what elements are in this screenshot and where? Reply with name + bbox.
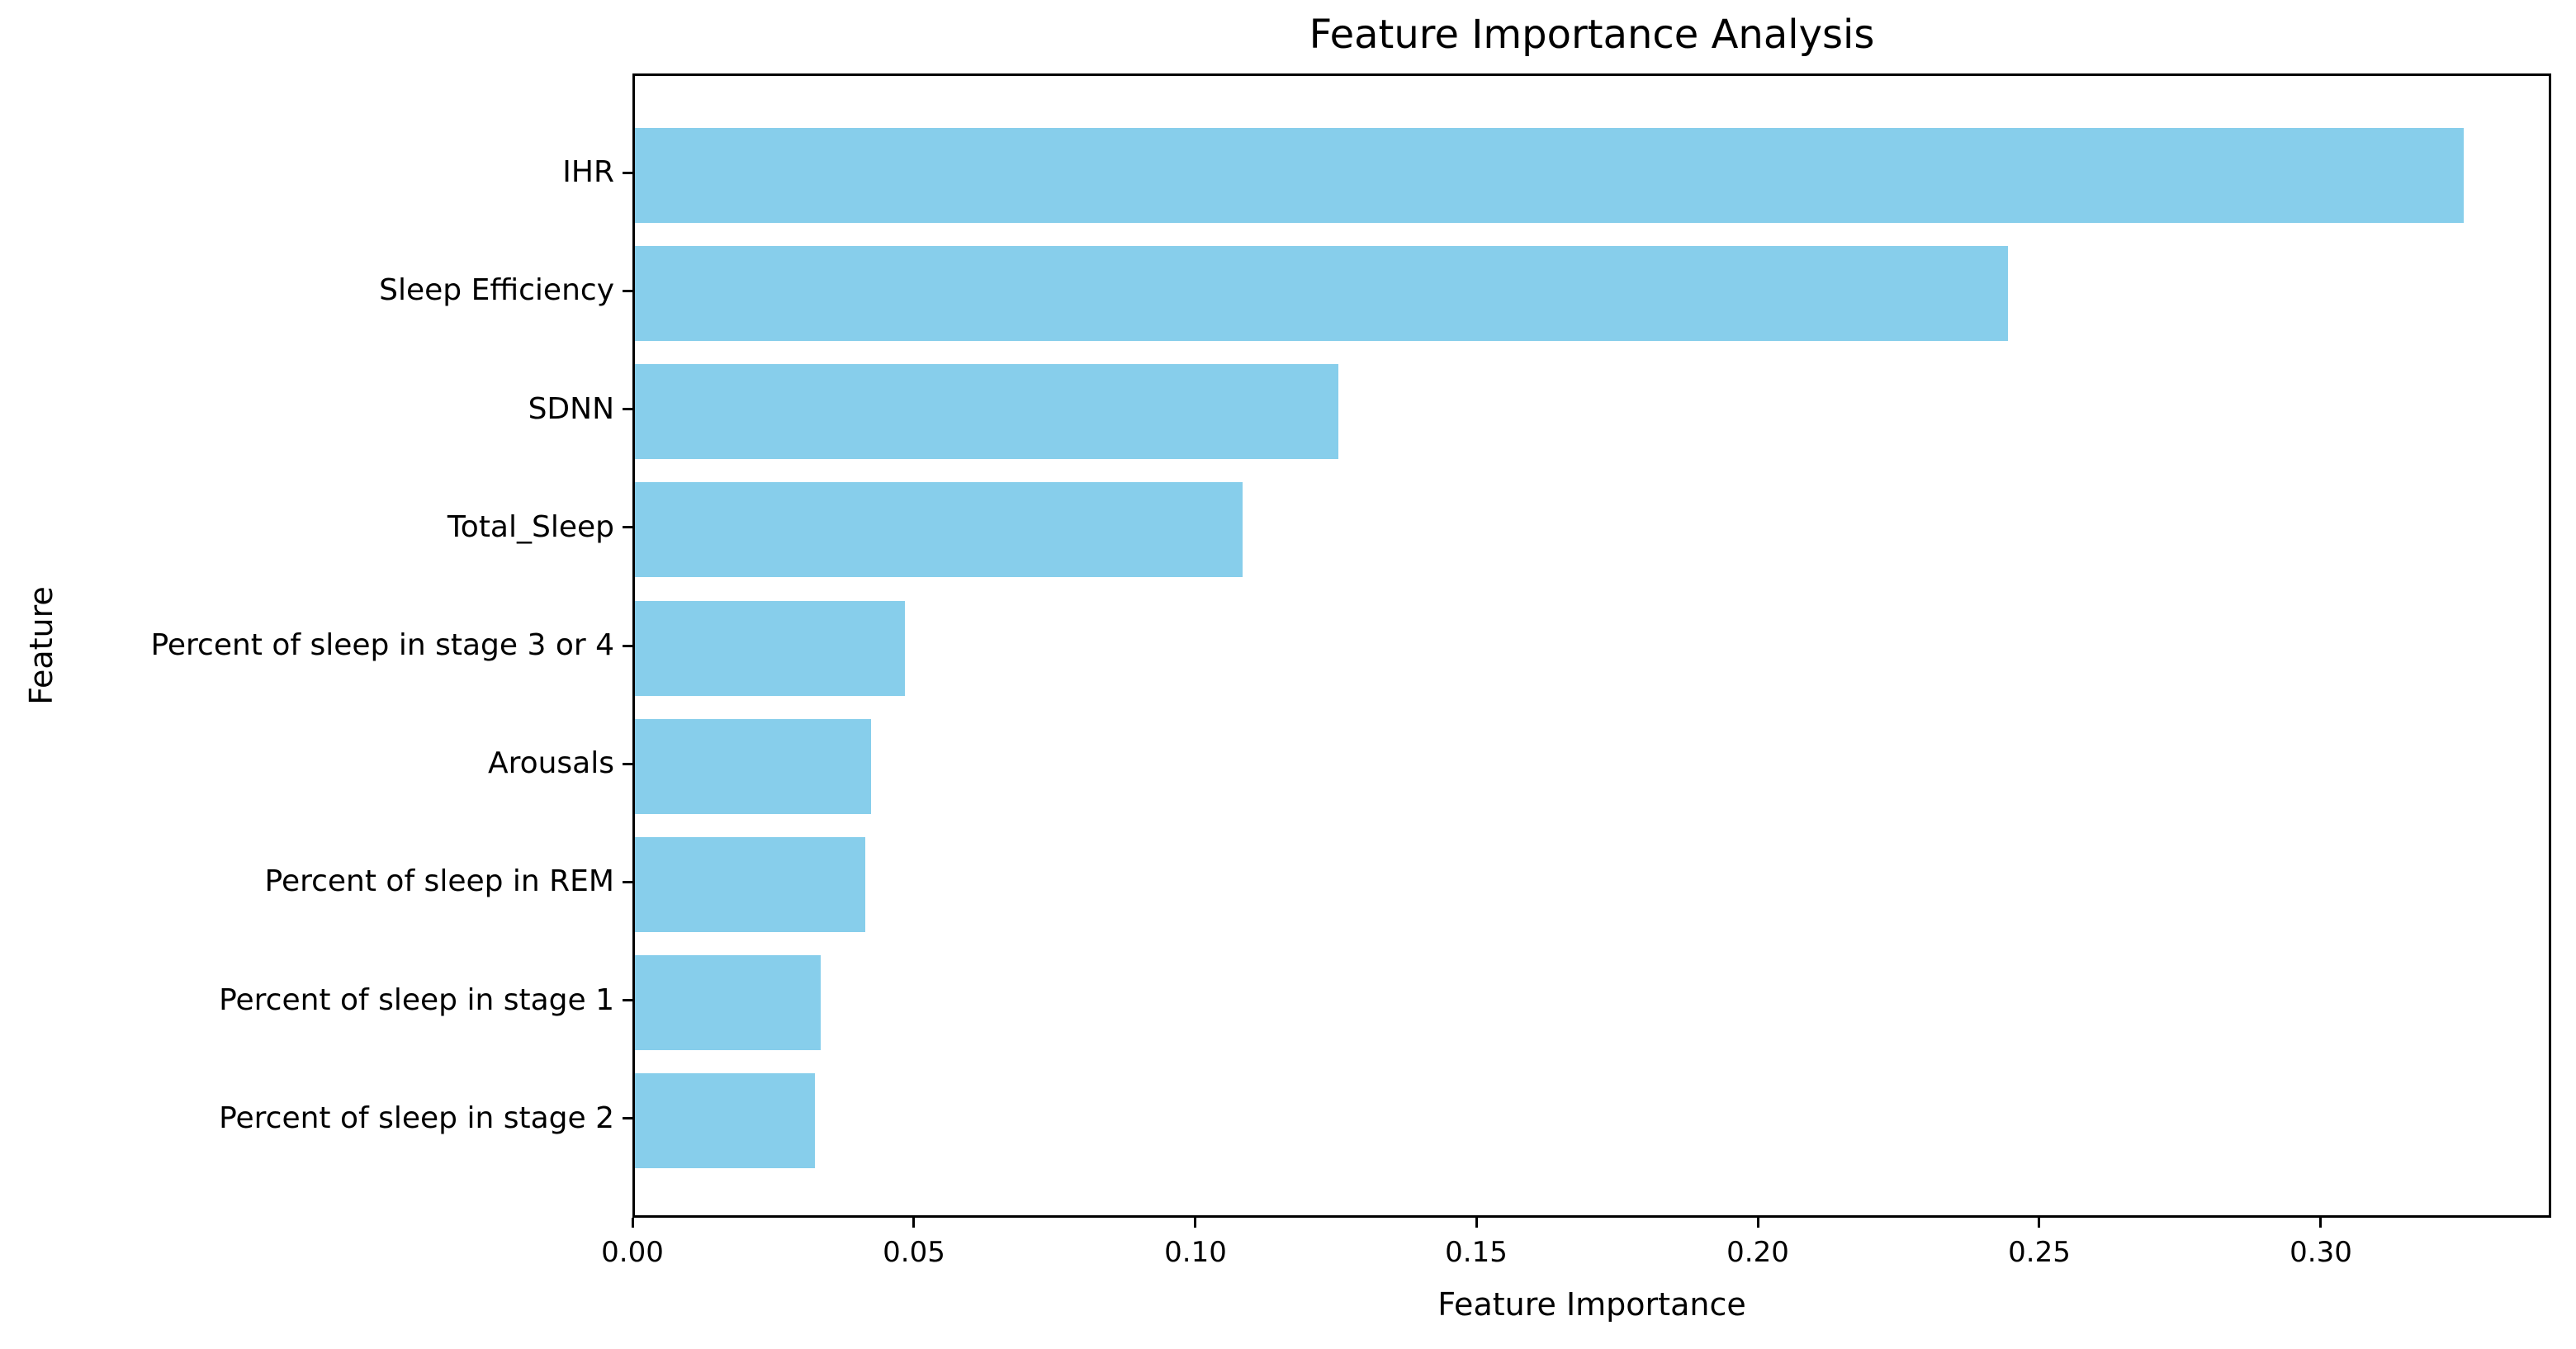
y-tick-label-percent-of-sleep-in-rem: Percent of sleep in REM bbox=[264, 864, 614, 898]
x-axis-label: Feature Importance bbox=[1437, 1286, 1746, 1323]
x-tick-label-0.00: 0.00 bbox=[601, 1236, 664, 1269]
x-tick-mark bbox=[2319, 1218, 2322, 1228]
y-tick-label-percent-of-sleep-in-stage-1: Percent of sleep in stage 1 bbox=[219, 983, 614, 1017]
y-tick-mark bbox=[623, 645, 632, 647]
bar-percent-of-sleep-in-stage-3-or-4 bbox=[635, 601, 905, 696]
y-tick-mark bbox=[623, 290, 632, 292]
bar-percent-of-sleep-in-stage-1 bbox=[635, 955, 821, 1050]
y-tick-label-sleep-efficiency: Sleep Efficiency bbox=[379, 273, 614, 307]
y-tick-label-arousals: Arousals bbox=[487, 746, 614, 780]
x-tick-label-0.15: 0.15 bbox=[1445, 1236, 1508, 1269]
chart-title: Feature Importance Analysis bbox=[1309, 12, 1875, 58]
y-tick-label-ihr: IHR bbox=[562, 155, 614, 189]
y-tick-mark bbox=[623, 1117, 632, 1119]
x-tick-mark bbox=[2038, 1218, 2040, 1228]
y-tick-label-sdnn: SDNN bbox=[528, 392, 614, 426]
y-tick-mark bbox=[623, 999, 632, 1001]
y-tick-label-percent-of-sleep-in-stage-2: Percent of sleep in stage 2 bbox=[219, 1101, 614, 1135]
x-tick-label-0.25: 0.25 bbox=[2008, 1236, 2071, 1269]
bar-sleep-efficiency bbox=[635, 246, 2008, 341]
y-tick-mark bbox=[623, 172, 632, 174]
x-tick-mark bbox=[632, 1218, 634, 1228]
x-tick-mark bbox=[1475, 1218, 1478, 1228]
x-tick-mark bbox=[1194, 1218, 1196, 1228]
x-tick-label-0.10: 0.10 bbox=[1164, 1236, 1227, 1269]
y-tick-label-total-sleep: Total_Sleep bbox=[447, 510, 614, 544]
y-tick-mark bbox=[623, 408, 632, 410]
x-tick-label-0.30: 0.30 bbox=[2290, 1236, 2352, 1269]
plot-area bbox=[632, 73, 2551, 1218]
x-tick-label-0.05: 0.05 bbox=[883, 1236, 945, 1269]
y-tick-mark bbox=[623, 763, 632, 765]
x-tick-mark bbox=[1757, 1218, 1759, 1228]
x-tick-label-0.20: 0.20 bbox=[1726, 1236, 1789, 1269]
bar-ihr bbox=[635, 128, 2464, 223]
y-tick-mark bbox=[623, 881, 632, 883]
bar-arousals bbox=[635, 719, 871, 814]
x-tick-mark bbox=[912, 1218, 915, 1228]
y-tick-mark bbox=[623, 526, 632, 528]
y-tick-label-percent-of-sleep-in-stage-3-or-4: Percent of sleep in stage 3 or 4 bbox=[150, 628, 614, 662]
bar-sdnn bbox=[635, 364, 1338, 459]
bar-total-sleep bbox=[635, 482, 1243, 577]
bar-percent-of-sleep-in-stage-2 bbox=[635, 1073, 815, 1168]
bar-percent-of-sleep-in-rem bbox=[635, 837, 865, 932]
